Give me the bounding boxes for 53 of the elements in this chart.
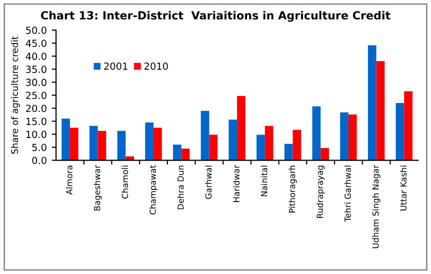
bar (292, 130, 302, 160)
x-tick-label: Almora (66, 166, 72, 195)
y-tick-label: 25.0 (26, 92, 46, 100)
bar (256, 134, 265, 160)
bar (404, 91, 412, 160)
bar (312, 106, 321, 160)
bar (396, 103, 404, 160)
bar (368, 45, 376, 160)
bar (209, 134, 218, 160)
bar (145, 122, 154, 160)
y-tick-label: 40.0 (26, 52, 46, 60)
bar (320, 148, 329, 160)
chart-title: Chart 13: Inter-District Variaitions in Agriculture Credit (40, 10, 390, 22)
x-tick-label: Rudraprayag (316, 166, 325, 218)
x-tick-label: Bageshwar (94, 165, 102, 210)
y-tick-label: 5.0 (32, 144, 46, 152)
y-tick-label: 50.0 (26, 26, 46, 34)
bar (284, 144, 293, 160)
bar (264, 126, 274, 160)
bar (348, 114, 357, 160)
x-tick-label: Pithoragarh (288, 166, 297, 212)
y-tick-label: 15.0 (26, 118, 46, 126)
x-tick-label: Udham Singh Nagar (372, 165, 380, 248)
x-tick-label: Champawat (149, 165, 158, 214)
x-tick-label: Garhwal (205, 166, 212, 199)
bar (117, 130, 126, 160)
x-tick-label: Uttar Kashi (400, 166, 407, 210)
bar (340, 112, 348, 160)
bar (200, 110, 210, 160)
bar (181, 148, 190, 160)
x-tick-label: Tehri Garhwal (344, 166, 351, 222)
bar (62, 118, 70, 160)
bar (154, 128, 162, 160)
x-tick-label: Nainital (260, 166, 268, 196)
bar (228, 120, 238, 160)
bar (89, 126, 98, 160)
y-tick-label: 10.0 (26, 130, 46, 138)
legend-label: 2010 (144, 62, 168, 70)
y-tick-label: 30.0 (26, 78, 46, 86)
y-tick-label: 35.0 (26, 66, 46, 74)
bar (70, 128, 78, 160)
legend-label: 2001 (104, 62, 128, 70)
x-tick-label: Dehra Dun (177, 166, 184, 210)
x-tick-label: Haridwar (233, 165, 240, 202)
y-tick-label: 20.0 (26, 104, 46, 112)
y-tick-label: 45.0 (26, 40, 46, 47)
bar (376, 61, 385, 160)
bar (237, 96, 246, 160)
bar (172, 144, 182, 160)
y-tick-label: 0.0 (32, 156, 46, 164)
y-axis-title: Share of agriculture credit (11, 36, 20, 154)
x-tick-label: Chamoli (122, 166, 128, 199)
bar (98, 130, 106, 160)
